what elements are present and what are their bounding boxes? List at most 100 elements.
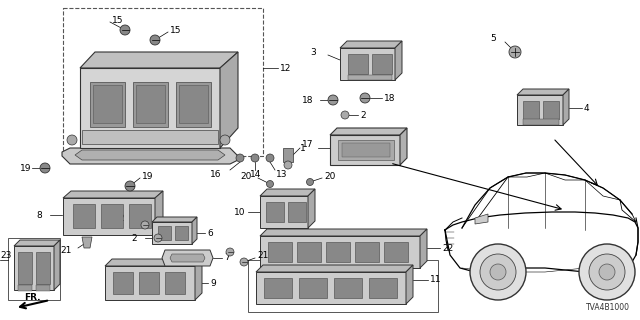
Bar xyxy=(113,272,133,294)
Polygon shape xyxy=(162,250,213,266)
Bar xyxy=(268,242,292,262)
Bar xyxy=(136,85,165,123)
Polygon shape xyxy=(80,52,238,68)
Polygon shape xyxy=(220,52,238,148)
Polygon shape xyxy=(256,265,413,272)
Text: 12: 12 xyxy=(280,63,291,73)
Bar xyxy=(372,54,392,74)
Text: 19: 19 xyxy=(20,164,31,172)
Text: 2: 2 xyxy=(118,213,124,222)
Bar xyxy=(299,278,327,298)
Circle shape xyxy=(141,221,149,229)
Bar xyxy=(129,204,151,228)
Circle shape xyxy=(220,135,230,145)
Circle shape xyxy=(266,180,273,188)
Circle shape xyxy=(40,163,50,173)
Polygon shape xyxy=(260,189,315,196)
Text: 11: 11 xyxy=(430,276,442,284)
Text: 13: 13 xyxy=(276,170,287,179)
Circle shape xyxy=(284,161,292,169)
Bar xyxy=(82,130,218,144)
Text: 6: 6 xyxy=(207,228,212,237)
Text: 21: 21 xyxy=(60,245,72,254)
Bar xyxy=(165,272,185,294)
Polygon shape xyxy=(82,237,92,248)
Bar xyxy=(93,85,122,123)
Polygon shape xyxy=(517,95,563,125)
Text: 17: 17 xyxy=(302,140,314,148)
Polygon shape xyxy=(563,89,569,125)
Bar xyxy=(283,148,293,162)
Circle shape xyxy=(266,154,274,162)
Text: 4: 4 xyxy=(584,103,589,113)
Circle shape xyxy=(341,111,349,119)
Bar xyxy=(63,8,263,156)
Bar xyxy=(297,242,321,262)
Bar xyxy=(90,82,125,127)
Polygon shape xyxy=(260,196,308,228)
Text: FR.: FR. xyxy=(24,293,40,302)
Text: 15: 15 xyxy=(112,15,124,25)
Bar xyxy=(8,238,60,300)
Text: 18: 18 xyxy=(302,95,314,105)
Polygon shape xyxy=(260,236,420,268)
Bar xyxy=(18,252,32,284)
Circle shape xyxy=(236,154,244,162)
Polygon shape xyxy=(63,198,155,235)
Bar xyxy=(139,272,159,294)
Polygon shape xyxy=(14,240,60,246)
Circle shape xyxy=(251,154,259,162)
Polygon shape xyxy=(400,128,407,165)
Circle shape xyxy=(120,25,130,35)
Bar xyxy=(288,202,306,222)
Text: 16: 16 xyxy=(210,170,221,179)
Polygon shape xyxy=(475,214,488,224)
Polygon shape xyxy=(192,217,197,244)
Bar xyxy=(133,82,168,127)
Text: 23: 23 xyxy=(0,251,12,260)
Circle shape xyxy=(240,258,248,266)
Text: 9: 9 xyxy=(210,278,216,287)
Text: 2: 2 xyxy=(360,110,365,119)
Polygon shape xyxy=(170,254,205,262)
Bar xyxy=(36,285,50,291)
Polygon shape xyxy=(63,191,163,198)
Bar xyxy=(101,204,123,228)
Bar xyxy=(36,252,50,284)
Bar xyxy=(158,226,171,240)
Polygon shape xyxy=(256,272,406,304)
Circle shape xyxy=(579,244,635,300)
Polygon shape xyxy=(517,89,569,95)
Bar xyxy=(523,119,559,125)
Bar xyxy=(384,242,408,262)
Circle shape xyxy=(226,248,234,256)
Circle shape xyxy=(599,264,615,280)
Circle shape xyxy=(67,135,77,145)
Polygon shape xyxy=(75,150,225,160)
Polygon shape xyxy=(260,229,427,236)
Polygon shape xyxy=(340,41,402,48)
Circle shape xyxy=(125,181,135,191)
Polygon shape xyxy=(420,229,427,268)
Polygon shape xyxy=(62,148,238,164)
Circle shape xyxy=(360,93,370,103)
Text: 15: 15 xyxy=(170,26,182,35)
Polygon shape xyxy=(395,41,402,80)
Bar xyxy=(264,278,292,298)
Bar xyxy=(179,85,208,123)
Bar xyxy=(175,226,188,240)
Polygon shape xyxy=(195,259,202,300)
Bar xyxy=(334,278,362,298)
Bar xyxy=(176,82,211,127)
Text: 20: 20 xyxy=(324,172,335,180)
Bar xyxy=(248,260,438,312)
Text: TVA4B1000: TVA4B1000 xyxy=(586,303,630,312)
Circle shape xyxy=(490,264,506,280)
Polygon shape xyxy=(340,48,395,80)
Bar xyxy=(523,101,539,119)
Polygon shape xyxy=(308,189,315,228)
Bar xyxy=(543,101,559,119)
Text: 8: 8 xyxy=(36,211,42,220)
Text: 7: 7 xyxy=(224,253,230,262)
Text: 21: 21 xyxy=(257,252,268,260)
